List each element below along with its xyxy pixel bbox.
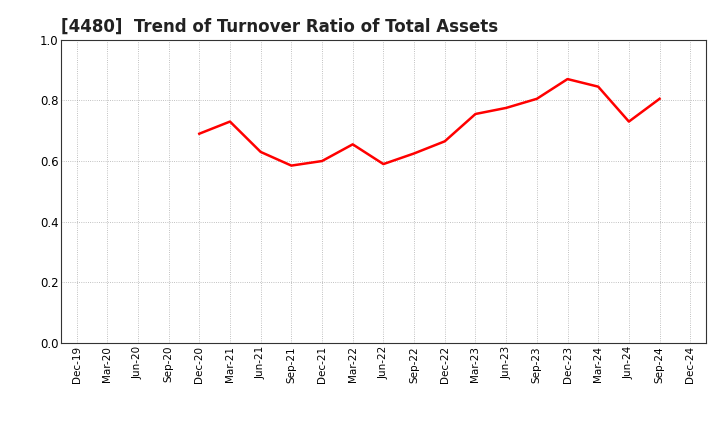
Text: [4480]  Trend of Turnover Ratio of Total Assets: [4480] Trend of Turnover Ratio of Total … bbox=[61, 17, 498, 35]
